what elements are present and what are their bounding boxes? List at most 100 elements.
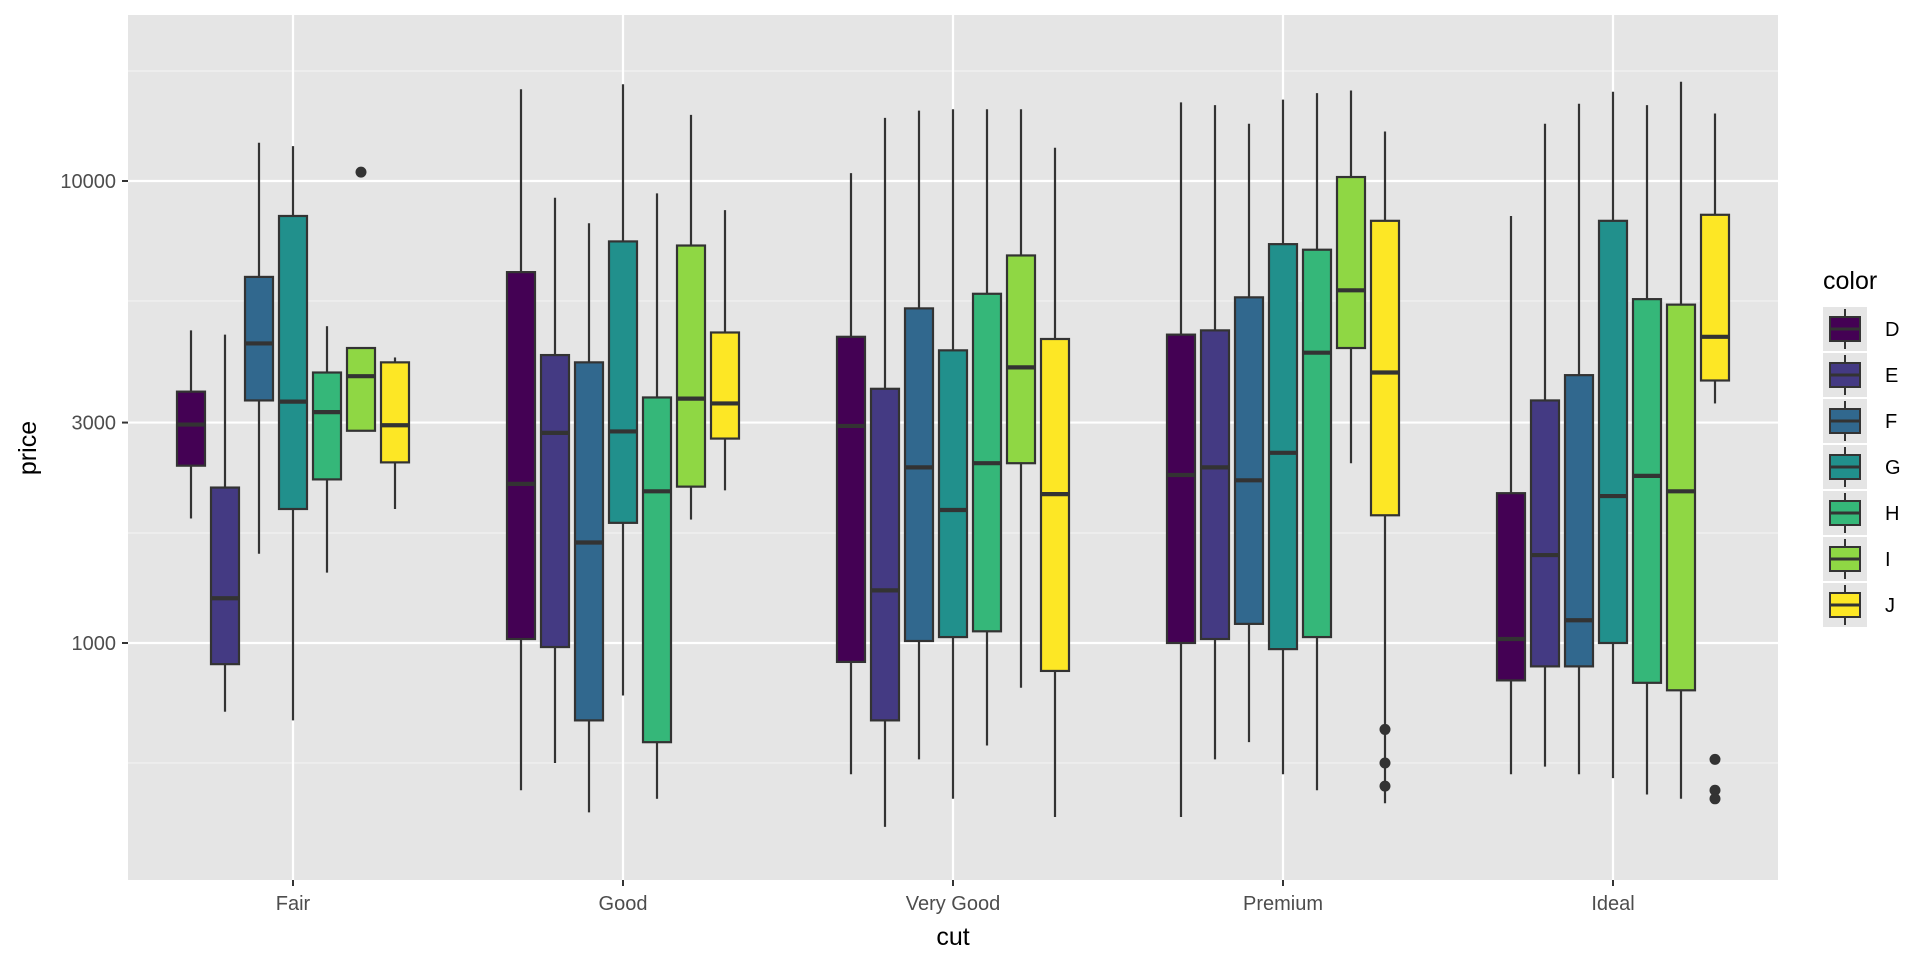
box-J-very-good	[1039, 147, 1071, 818]
box-E-good	[539, 197, 571, 763]
box-iqr	[1369, 219, 1401, 517]
box-iqr	[1301, 248, 1333, 639]
outlier-point	[1709, 784, 1721, 796]
legend-item-J: J	[1823, 583, 1895, 627]
y-axis-title: price	[14, 421, 42, 475]
box-E-very-good	[869, 117, 901, 827]
legend-label: F	[1885, 411, 1897, 433]
box-H-good	[641, 193, 673, 799]
legend-item-I: I	[1823, 537, 1891, 581]
box-G-very-good	[937, 109, 969, 799]
outlier-point	[1379, 723, 1391, 735]
boxes-layer	[175, 81, 1731, 827]
box-iqr	[1165, 333, 1197, 645]
x-tick-label: Fair	[276, 893, 311, 915]
box-H-very-good	[971, 109, 1003, 746]
box-F-premium	[1233, 123, 1265, 743]
box-iqr	[937, 349, 969, 639]
box-iqr	[1631, 298, 1663, 684]
x-axis-title: cut	[936, 923, 969, 951]
box-iqr	[1267, 243, 1299, 651]
box-J-premium	[1369, 131, 1401, 804]
box-iqr	[243, 275, 275, 402]
outlier-point	[1709, 793, 1721, 805]
box-F-very-good	[903, 110, 935, 760]
outlier-point	[1709, 753, 1721, 765]
outlier-point	[1379, 757, 1391, 769]
box-iqr	[1005, 254, 1037, 465]
box-iqr	[209, 486, 241, 666]
box-E-ideal	[1529, 123, 1561, 767]
legend-label: I	[1885, 549, 1891, 571]
outlier-point	[355, 166, 367, 178]
outlier-point	[1379, 780, 1391, 792]
box-iqr	[607, 240, 639, 524]
y-tick-label: 3000	[72, 413, 117, 435]
box-I-very-good	[1005, 109, 1037, 688]
box-iqr	[1597, 219, 1629, 645]
box-iqr	[903, 307, 935, 643]
box-E-premium	[1199, 105, 1231, 760]
legend: color D E F G H I J	[1823, 267, 1901, 627]
legend-item-G: G	[1823, 445, 1901, 489]
box-D-good	[505, 89, 537, 791]
legend-item-F: F	[1823, 399, 1897, 443]
box-iqr	[311, 371, 343, 481]
x-tick-label: Very Good	[906, 893, 1001, 915]
box-H-premium	[1301, 93, 1333, 791]
box-iqr	[1699, 213, 1731, 382]
x-axis: Fair Good Very Good Premium Ideal	[276, 880, 1635, 915]
y-tick-label: 1000	[72, 633, 117, 655]
box-I-good	[675, 114, 707, 520]
box-iqr	[1529, 399, 1561, 668]
box-iqr	[345, 346, 377, 432]
box-G-fair	[277, 146, 309, 721]
box-iqr	[379, 361, 411, 464]
legend-item-H: H	[1823, 491, 1899, 535]
box-D-premium	[1165, 102, 1197, 818]
box-D-ideal	[1495, 215, 1527, 775]
box-iqr	[1233, 296, 1265, 625]
box-G-ideal	[1597, 91, 1629, 779]
box-G-good	[607, 84, 639, 696]
box-J-good	[709, 210, 741, 491]
box-iqr	[1665, 303, 1697, 692]
legend-label: G	[1885, 457, 1901, 479]
y-axis: 1000 3000 10000	[60, 171, 128, 655]
box-D-very-good	[835, 173, 867, 775]
box-G-premium	[1267, 99, 1299, 775]
box-I-ideal	[1665, 81, 1697, 799]
box-iqr	[505, 271, 537, 641]
box-iqr	[175, 390, 207, 467]
box-J-ideal	[1699, 113, 1731, 805]
box-H-ideal	[1631, 105, 1663, 795]
legend-title: color	[1823, 267, 1877, 295]
box-iqr	[869, 387, 901, 722]
box-iqr	[539, 353, 571, 649]
y-tick-label: 10000	[60, 171, 116, 193]
x-tick-label: Good	[599, 893, 648, 915]
x-tick-label: Premium	[1243, 893, 1323, 915]
legend-item-D: D	[1823, 307, 1899, 351]
box-D-fair	[175, 330, 207, 519]
box-iqr	[1495, 492, 1527, 682]
legend-label: H	[1885, 503, 1899, 525]
box-H-fair	[311, 326, 343, 573]
box-iqr	[641, 396, 673, 744]
box-iqr	[1563, 374, 1595, 668]
box-I-premium	[1335, 90, 1367, 464]
box-F-fair	[243, 142, 275, 554]
box-iqr	[709, 331, 741, 440]
box-iqr	[277, 214, 309, 511]
x-tick-label: Ideal	[1591, 893, 1634, 915]
legend-item-E: E	[1823, 353, 1898, 397]
box-iqr	[1335, 175, 1367, 350]
box-J-fair	[379, 357, 411, 510]
box-iqr	[1199, 329, 1231, 641]
box-F-good	[573, 223, 605, 813]
box-E-fair	[209, 334, 241, 712]
box-iqr	[1039, 337, 1071, 673]
legend-label: D	[1885, 319, 1899, 341]
box-iqr	[835, 335, 867, 664]
